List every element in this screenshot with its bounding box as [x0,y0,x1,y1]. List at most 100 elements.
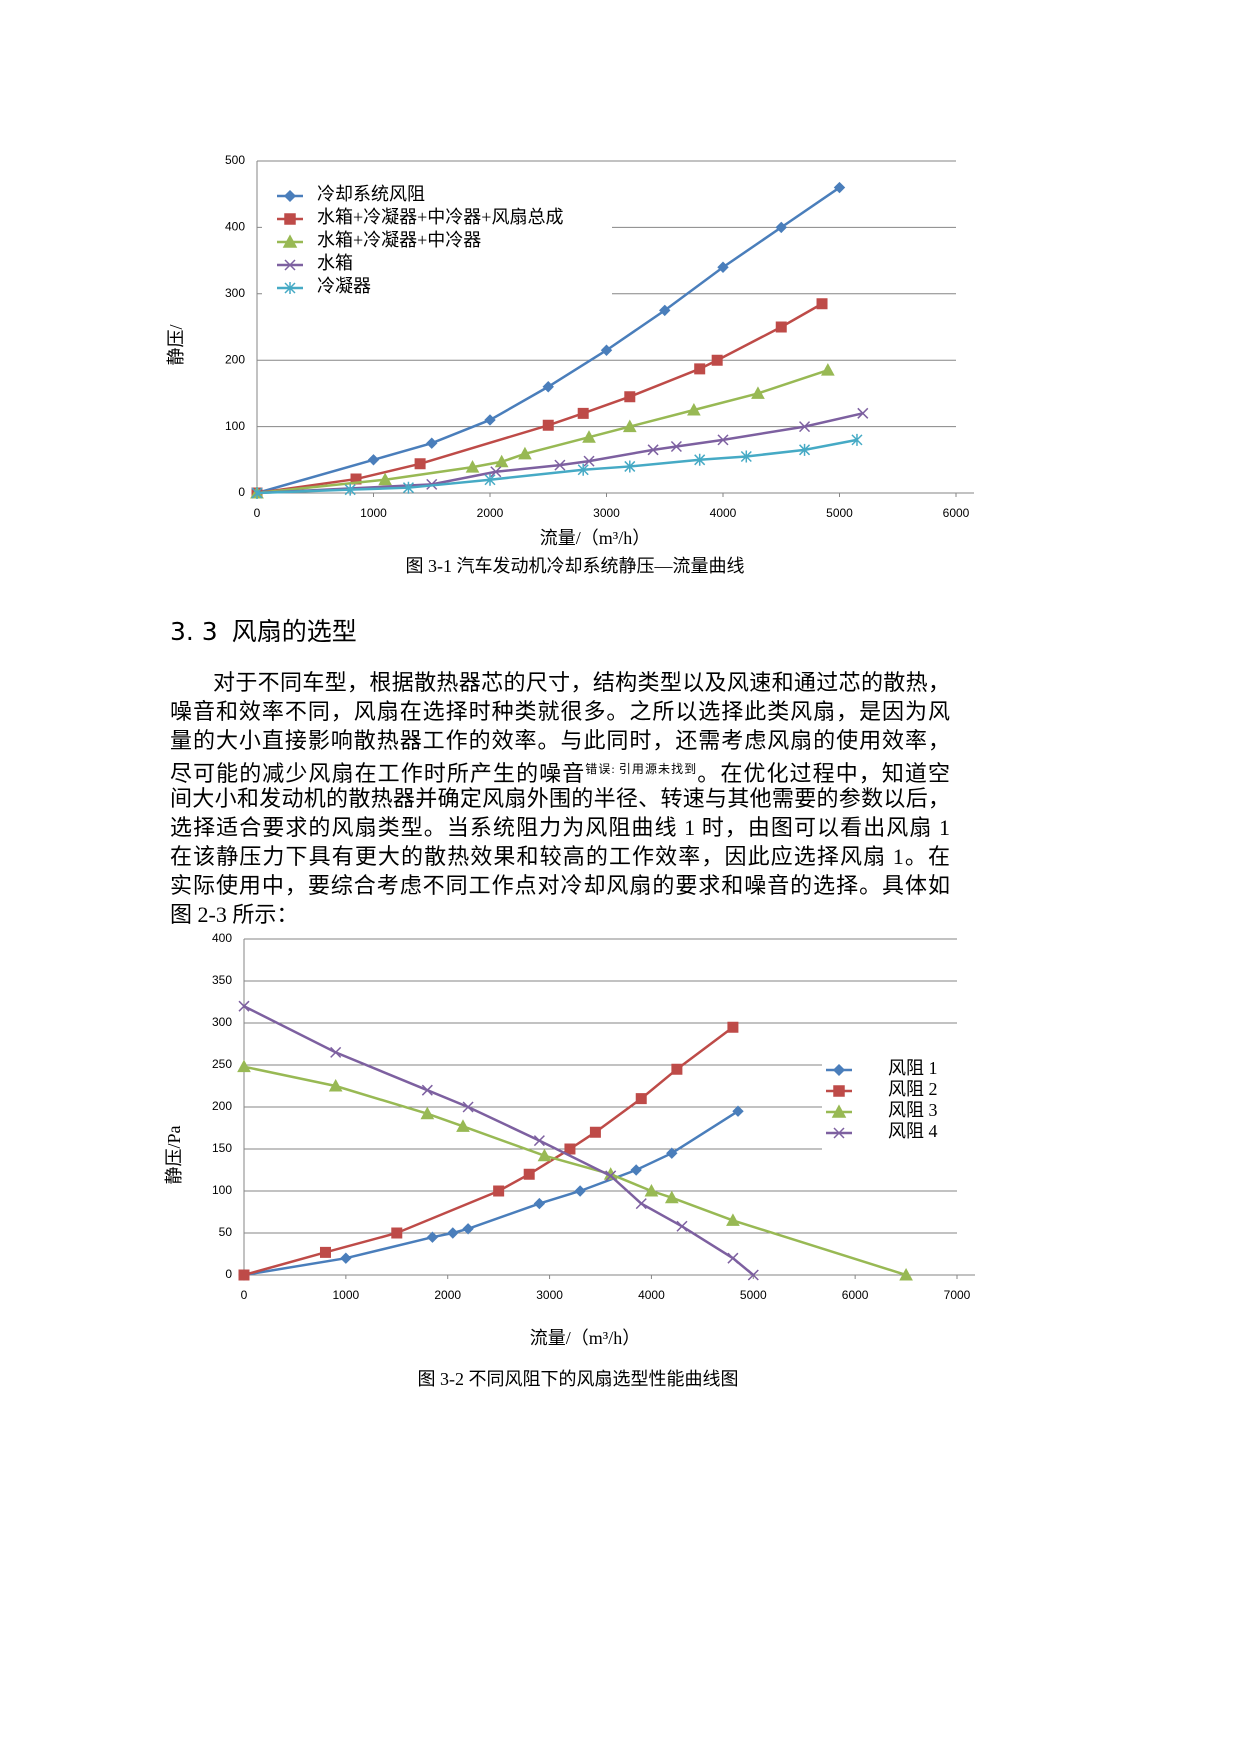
series-line [243,1110,739,1277]
data-point [711,354,723,366]
y-tick-label: 0 [238,485,245,499]
series-line [256,186,841,495]
x-tick-label: 6000 [943,506,970,520]
x-tick-label: 1000 [333,1288,360,1302]
x-tick-label: 0 [241,1288,248,1302]
x-axis-label: 流量/（m³/h） [530,1328,640,1348]
x-tick-label: 5000 [740,1288,767,1302]
reference-error: 错误: 引用源未找到 [585,762,698,776]
legend-marker [832,1063,846,1077]
data-point [647,444,659,456]
data-point [462,1101,474,1113]
y-tick-label: 150 [212,1141,232,1155]
data-point [238,1000,250,1012]
data-point [577,463,589,476]
y-tick-label: 250 [212,1057,232,1071]
x-tick-label: 4000 [638,1288,665,1302]
section-title: 风扇的选型 [231,617,357,646]
data-point [583,455,595,467]
data-point [554,459,566,471]
legend-label: 水箱 [317,253,353,273]
legend-marker [282,234,298,248]
data-point [367,454,380,466]
data-point [821,363,835,376]
legend-marker [283,189,297,203]
y-tick-label: 400 [212,931,232,945]
section-number: 3. 3 [170,617,218,646]
data-point [537,1148,552,1162]
text-line: 图 2-3 所示： [170,902,299,927]
legend-label: 冷凝器 [317,276,371,296]
data-point [542,381,554,393]
y-tick-label: 500 [225,153,245,167]
y-tick-label: 350 [212,973,232,987]
legend-label: 水箱+冷凝器+中冷器 [317,230,481,250]
legend-background [822,1056,957,1162]
legend-marker [284,282,296,294]
section-heading: 3. 3 风扇的选型 [170,612,371,648]
data-point [533,1135,545,1147]
data-point [421,1084,433,1096]
data-point [624,460,636,473]
x-tick-label: 1000 [360,506,387,520]
x-tick-label: 2000 [434,1288,461,1302]
data-point [775,321,787,333]
data-point [727,1252,739,1264]
data-point [490,466,502,478]
data-point [426,437,438,449]
y-axis-label: 静压/ [166,324,186,365]
data-point [659,304,671,317]
legend-label: 水箱+冷凝器+中冷器+风扇总成 [317,207,563,227]
legend-marker [831,1104,847,1118]
data-point [574,1185,586,1197]
legend-marker [833,1127,845,1139]
data-point [523,1168,535,1180]
data-point [717,434,729,446]
data-point [899,1267,913,1281]
text-line: 噪音和效率不同，风扇在选择时种类就很多。之所以选择此类风扇，是因为风 [170,699,950,724]
series-line [256,368,829,495]
data-point [747,1269,759,1281]
x-tick-label: 3000 [536,1288,563,1302]
data-point [726,1213,740,1226]
data-point [600,344,613,356]
data-point [676,1220,688,1232]
data-point [717,261,729,273]
y-tick-label: 0 [225,1267,232,1281]
paragraph: 对于不同车型，根据散热器芯的尺寸，结构类型以及风速和通过芯的散热， 噪音和效率不同… [170,668,950,929]
x-tick-label: 6000 [842,1288,869,1302]
legend-label: 风阻 2 [888,1079,938,1099]
y-tick-label: 100 [212,1183,232,1197]
text-line: 间大小和发动机的散热器并确定风扇外围的半径、转速与其他需要的参数以后， [170,786,950,811]
series-line [243,1065,907,1277]
data-point [751,386,765,399]
data-point [740,450,752,463]
data-point [414,458,426,470]
y-axis-label: 静压/Pa [164,1125,184,1184]
data-point [493,1185,505,1197]
y-tick-label: 400 [225,220,245,234]
series-line [243,1026,734,1277]
y-tick-label: 100 [225,419,245,433]
text-line: 对于不同车型，根据散热器芯的尺寸，结构类型以及风速和通过芯的散热， [213,670,950,695]
data-point [630,1164,642,1176]
data-point [666,1147,678,1159]
data-point [851,433,863,446]
data-point [622,419,637,433]
data-point [447,1227,459,1239]
data-point [857,407,869,419]
data-point [484,414,496,426]
text: 。在优化过程中，知道空 [697,761,950,786]
series-line [256,302,823,495]
data-point [420,1106,435,1120]
data-point [484,473,496,486]
data-point [330,1046,342,1058]
data-point [378,472,392,486]
data-point [426,1231,439,1243]
data-point [671,1063,683,1075]
x-tick-label: 7000 [944,1288,971,1302]
figure-caption: 图 3-1 汽车发动机冷却系统静压—流量曲线 [406,556,745,576]
data-point [694,363,706,375]
legend-label: 风阻 4 [888,1121,938,1141]
